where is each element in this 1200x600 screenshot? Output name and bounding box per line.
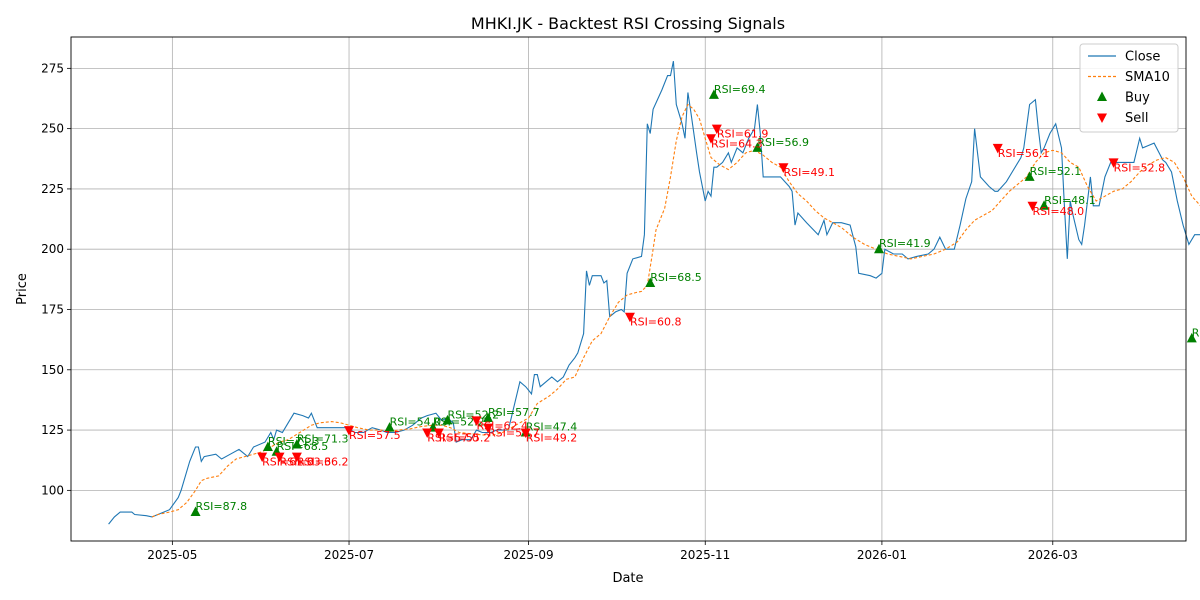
buy-label: RSI=87.8 [196, 500, 248, 513]
buy-label: RSI=68.5 [650, 271, 702, 284]
y-tick-label: 275 [41, 61, 64, 75]
y-tick-label: 200 [41, 242, 64, 256]
axis-ticks: 2025-05 2025-07 2025-09 2025-11 2026-01 2026-… [41, 61, 1078, 562]
sell-marker [706, 134, 717, 144]
sell-label: RSI=63.3 [280, 456, 332, 469]
sell-label: RSI=55.2 [439, 431, 491, 444]
x-tick-label: 2025-09 [504, 548, 554, 562]
sell-marker [257, 452, 268, 463]
buy-marker [442, 414, 453, 425]
buy-marker [483, 412, 494, 423]
buy-marker [874, 243, 885, 254]
buy-label: RSI=68.5 [277, 440, 329, 453]
sell-marker [711, 124, 722, 135]
buy-label: RSI=47.4 [526, 420, 578, 433]
sell-marker [291, 452, 302, 463]
chart-title: MHKI.JK - Backtest RSI Crossing Signals [471, 14, 785, 33]
x-axis-label: Date [612, 571, 643, 586]
sell-marker [778, 163, 789, 173]
buy-marker [262, 441, 273, 451]
sell-label: RSI=57.5 [349, 429, 401, 442]
y-tick-label: 125 [41, 423, 64, 437]
sell-label: RSI=61.9 [717, 128, 769, 141]
sell-label: RSI=49.2 [526, 431, 578, 444]
buy-marker [190, 506, 201, 517]
sell-label: RSI=52.8 [1114, 161, 1166, 174]
x-tick-label: 2026-03 [1028, 548, 1078, 562]
x-tick-label: 2025-05 [147, 548, 197, 562]
sell-label: RSI=64.3 [711, 137, 763, 150]
sell-marker [344, 426, 355, 436]
buy-marker [1039, 200, 1050, 210]
x-tick-label: 2025-07 [324, 548, 374, 562]
buy-label: RSI=41.9 [879, 237, 931, 250]
sell-marker [422, 428, 433, 438]
buy-label: RSI=48.1 [1044, 194, 1096, 207]
legend-box [1079, 43, 1179, 133]
buy-label: RSI=56.9 [757, 136, 809, 149]
sell-marker [624, 312, 635, 323]
buy-label: RSI=57.7 [488, 406, 540, 419]
sell-marker [1108, 158, 1119, 168]
sell-marker [274, 452, 285, 463]
series-layer [108, 60, 1200, 525]
buy-label: RSI=54.0 [390, 416, 442, 429]
grid [71, 37, 1186, 541]
sell-marker [1027, 201, 1038, 212]
plot-frame [70, 36, 1187, 542]
sell-label: RSI=48.0 [1033, 205, 1085, 218]
y-tick-label: 175 [41, 302, 64, 316]
y-axis-label: Price [15, 273, 30, 305]
legend: Close SMA10 Buy Sell [1079, 43, 1179, 133]
signal-markers: RSI=87.8RSI=71.3RSI=68.5RSI=71.3RSI=54.0… [190, 83, 1200, 517]
buy-label: RSI=36.6 [1192, 326, 1200, 339]
y-tick-label: 250 [41, 122, 64, 136]
sell-label: RSI=61.0 [262, 456, 314, 469]
buy-label: RSI=71.3 [297, 433, 349, 446]
x-tick-label: 2026-01 [857, 548, 907, 562]
buy-marker [1024, 171, 1035, 181]
buy-marker [384, 422, 395, 432]
legend-buy-swatch [1097, 91, 1107, 101]
buy-label: RSI=71.3 [268, 435, 320, 448]
close-price-line [108, 60, 1200, 525]
y-tick-label: 100 [41, 483, 64, 497]
sell-label: RSI=49.1 [783, 166, 835, 179]
x-tick-label: 2025-11 [680, 548, 730, 562]
buy-marker [645, 277, 656, 287]
sell-marker [433, 428, 444, 438]
legend-label: Buy [1125, 91, 1150, 106]
buy-label: RSI=69.4 [714, 83, 766, 96]
sell-marker [992, 143, 1003, 154]
buy-marker [1186, 332, 1197, 343]
buy-marker [291, 439, 302, 449]
buy-label: RSI=52.1 [1030, 165, 1082, 178]
sell-marker [520, 428, 531, 438]
y-tick-label: 150 [41, 363, 64, 377]
sma10-line [151, 103, 1200, 518]
sell-marker [483, 423, 494, 434]
legend-label: SMA10 [1125, 70, 1170, 85]
buy-marker [708, 89, 719, 99]
sell-label: RSI=66.2 [297, 456, 349, 469]
sell-label: RSI=56.1 [998, 147, 1050, 160]
legend-label: Close [1125, 50, 1160, 65]
y-tick-label: 225 [41, 182, 64, 196]
legend-label: Sell [1125, 111, 1148, 126]
legend-sell-swatch [1097, 113, 1107, 123]
sell-marker [471, 416, 482, 426]
buy-marker [752, 142, 763, 152]
sell-label: RSI=60.8 [630, 316, 682, 329]
